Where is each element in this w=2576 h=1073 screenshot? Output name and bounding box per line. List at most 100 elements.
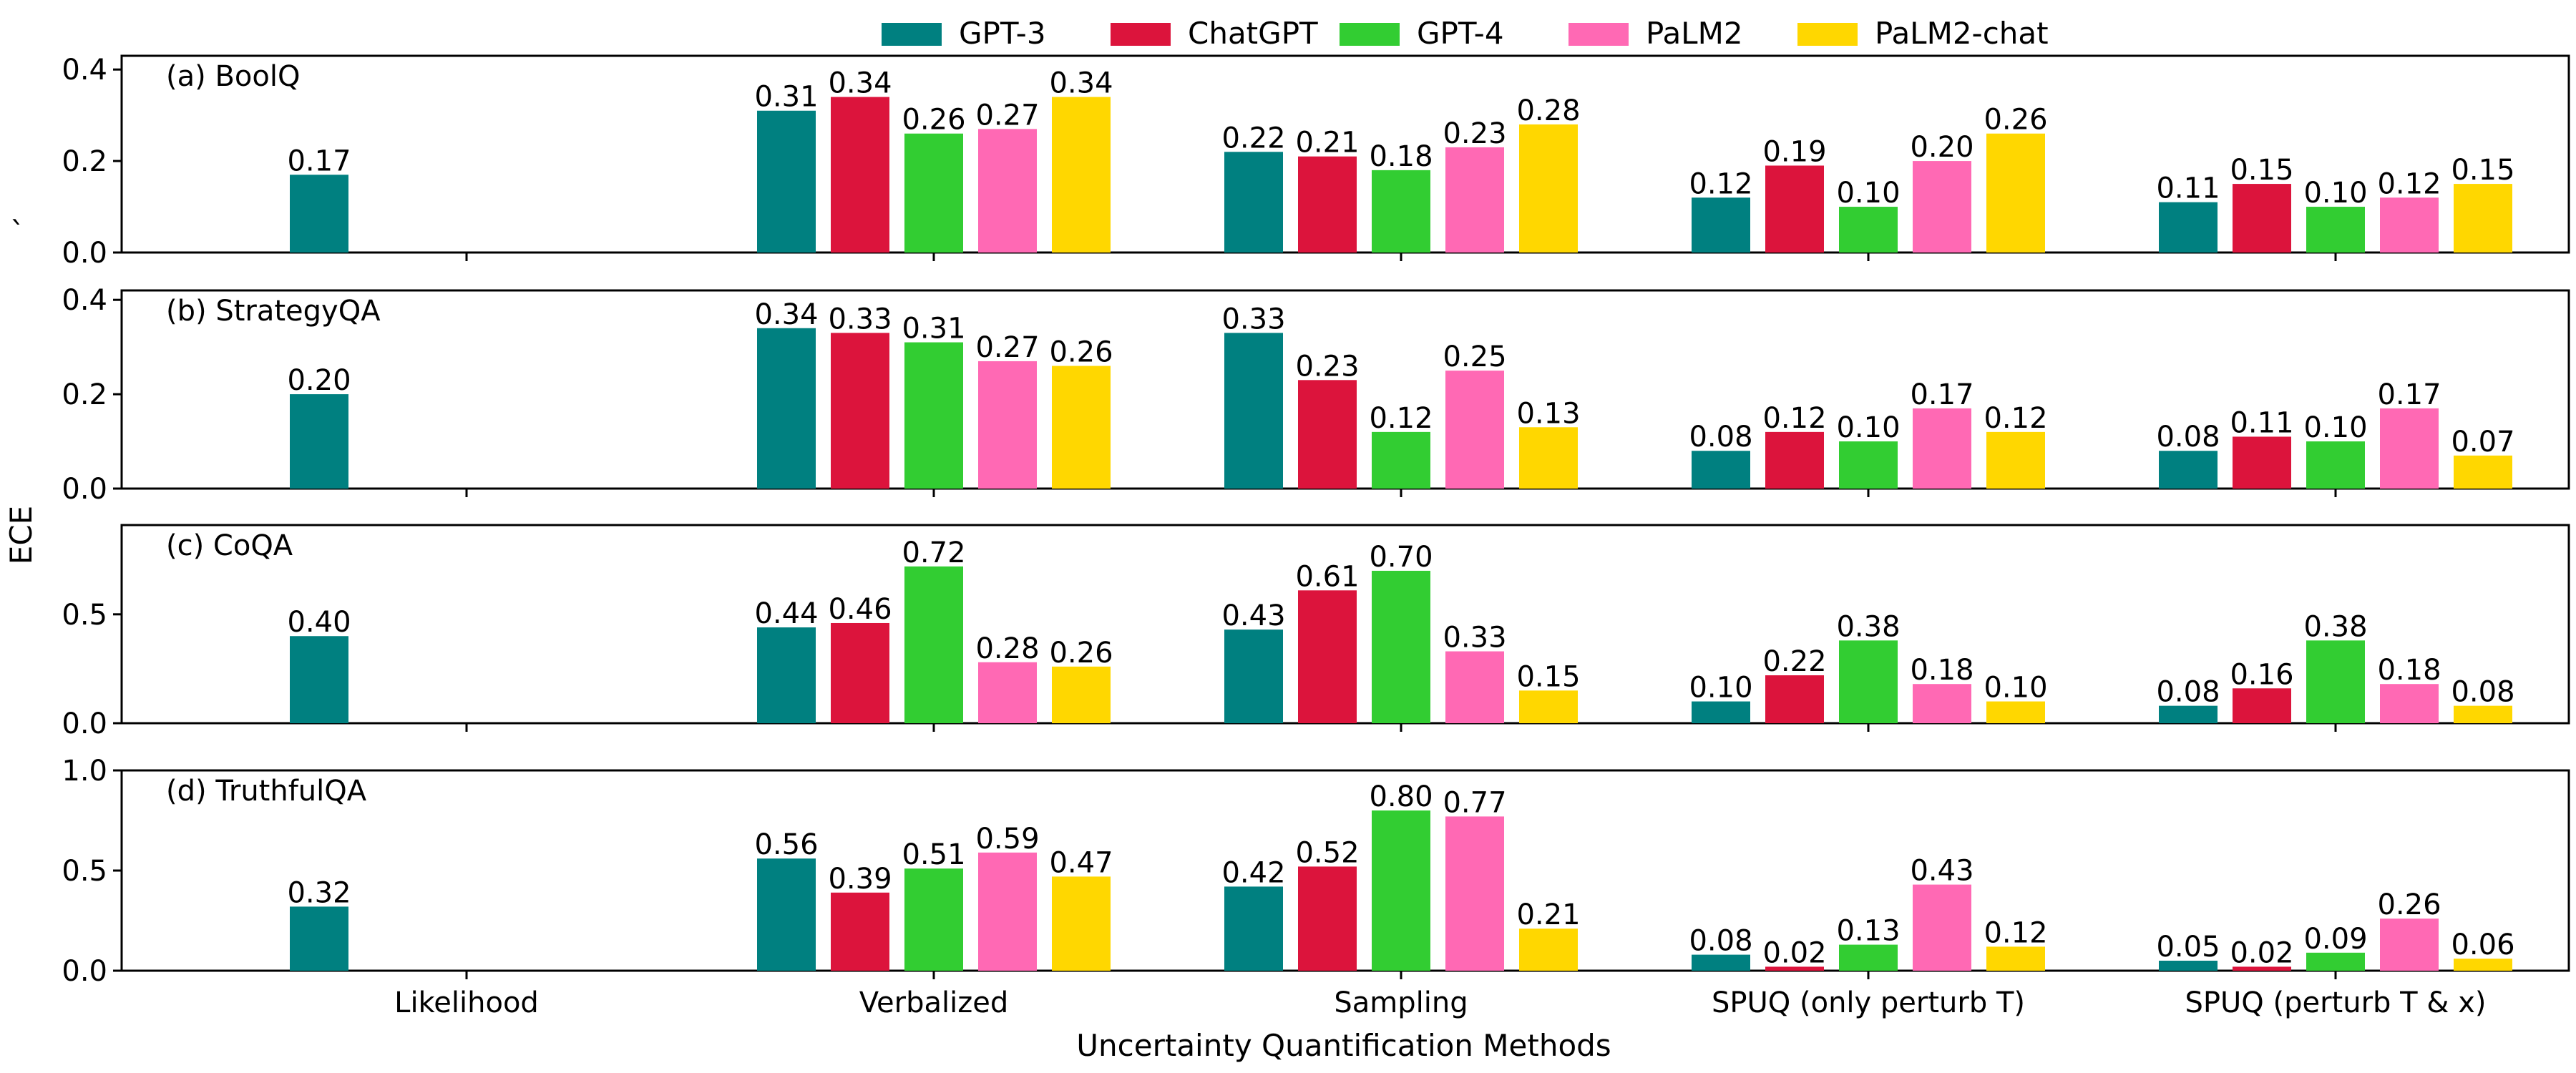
bar-palm2-sampling xyxy=(1445,371,1504,489)
bar-gpt-3-verbalized xyxy=(757,110,816,253)
data-label: 0.20 xyxy=(1910,131,1974,164)
data-label: 0.18 xyxy=(2377,654,2441,687)
y-axis-title: ECE xyxy=(4,506,39,564)
data-label: 0.42 xyxy=(1221,856,1285,889)
bar-gpt-4-sampling xyxy=(1372,170,1430,253)
bar-gpt-3-verbalized xyxy=(757,858,816,971)
bar-chatgpt-verbalized xyxy=(831,333,889,489)
y-tick-label: 0.2 xyxy=(62,145,107,178)
x-tick-label-likelihood: Likelihood xyxy=(394,986,539,1019)
data-label: 0.17 xyxy=(2377,378,2441,411)
data-label: 0.38 xyxy=(2303,610,2367,643)
bar-gpt-4-sampling xyxy=(1372,810,1430,971)
data-label: 0.23 xyxy=(1295,350,1359,383)
legend-label-chatgpt: ChatGPT xyxy=(1188,16,1318,51)
bar-palm2-chat-verbalized xyxy=(1052,366,1111,489)
data-label: 0.17 xyxy=(1910,378,1974,411)
bar-gpt-4-spuq-only-perturb-t xyxy=(1839,944,1898,971)
y-tick-label: 0.0 xyxy=(62,955,107,988)
data-label: 0.72 xyxy=(902,536,965,569)
data-label: 0.80 xyxy=(1369,780,1433,813)
bar-palm2-chat-sampling xyxy=(1519,427,1578,489)
bar-gpt-3-spuq-only-perturb-t xyxy=(1692,701,1750,723)
bar-gpt-4-sampling xyxy=(1372,570,1430,723)
data-label: 0.39 xyxy=(828,863,892,896)
data-label: 0.10 xyxy=(2303,177,2367,210)
bar-palm2-chat-spuq-only-perturb-t xyxy=(1986,701,2045,723)
bar-palm2-spuq-perturb-t-x xyxy=(2380,408,2439,489)
data-label: 0.22 xyxy=(1221,122,1285,155)
data-label: 0.21 xyxy=(1295,127,1359,160)
bar-chatgpt-sampling xyxy=(1298,380,1357,489)
x-axis-title: Uncertainty Quantification Methods xyxy=(1076,1028,1611,1063)
data-label: 0.28 xyxy=(975,632,1039,665)
bar-palm2-chat-sampling xyxy=(1519,690,1578,723)
bar-gpt-4-spuq-perturb-t-x xyxy=(2306,441,2365,489)
data-label: 0.31 xyxy=(754,81,818,114)
bar-palm2-spuq-perturb-t-x xyxy=(2380,197,2439,253)
bar-palm2-chat-sampling xyxy=(1519,929,1578,971)
data-label: 0.08 xyxy=(2451,676,2514,709)
legend-swatch-palm2-chat xyxy=(1797,23,1858,46)
data-label: 0.08 xyxy=(1689,925,1752,958)
data-label: 0.07 xyxy=(2451,426,2514,459)
data-label: 0.10 xyxy=(2303,411,2367,444)
data-label: 0.61 xyxy=(1295,560,1359,593)
panel-title: (a) BoolQ xyxy=(166,60,300,93)
bar-palm2-chat-spuq-perturb-t-x xyxy=(2454,455,2512,489)
y-tick-label: 0.5 xyxy=(62,855,107,888)
bar-chatgpt-verbalized xyxy=(831,97,889,253)
bar-palm2-verbalized xyxy=(978,852,1037,971)
bar-gpt-3-spuq-only-perturb-t xyxy=(1692,451,1750,489)
panel-a-boolq: 0.0 0.2 0.4 (a) BoolQ 0.17 0.31 0.34 0.26 0.27 0.… xyxy=(62,54,2570,270)
bar-gpt-3-sampling xyxy=(1224,886,1283,971)
bar-chatgpt-spuq-perturb-t-x xyxy=(2233,688,2291,723)
data-label: 0.26 xyxy=(2377,888,2441,921)
legend: GPT-3 ChatGPT GPT-4 PaLM2 PaLM2-chat xyxy=(882,16,2049,51)
panel-c-coqa: 0.0 0.5 (c) CoQA 0.40 0.44 0.46 0.72 0.28 0.26 0.… xyxy=(62,524,2570,740)
panel-d-truthfulqa: 0.0 0.5 1.0 (d) TruthfulQA 0.32 0.56 0.39 0.51 0… xyxy=(62,755,2570,988)
bar-chatgpt-spuq-only-perturb-t xyxy=(1765,165,1824,253)
bar-gpt-3-verbalized xyxy=(757,627,816,723)
bar-gpt-3-spuq-perturb-t-x xyxy=(2159,961,2218,971)
bar-chatgpt-verbalized xyxy=(831,892,889,971)
data-label: 0.09 xyxy=(2303,923,2367,956)
legend-swatch-palm2 xyxy=(1568,23,1629,46)
bar-chatgpt-sampling xyxy=(1298,866,1357,971)
bar-gpt-4-spuq-only-perturb-t xyxy=(1839,441,1898,489)
bar-gpt-3-sampling xyxy=(1224,629,1283,723)
bar-gpt-4-spuq-perturb-t-x xyxy=(2306,207,2365,253)
bar-palm2-verbalized xyxy=(978,361,1037,489)
x-tick-label-spuq-only-perturb-t: SPUQ (only perturb T) xyxy=(1712,986,2025,1019)
panel-title: (c) CoQA xyxy=(166,529,293,562)
data-label: 0.13 xyxy=(1516,397,1580,430)
bar-palm2-chat-spuq-perturb-t-x xyxy=(2454,705,2512,723)
bar-gpt-4-verbalized xyxy=(904,342,963,489)
data-label: 0.15 xyxy=(2230,154,2293,187)
bar-palm2-sampling xyxy=(1445,147,1504,253)
bar-chatgpt-sampling xyxy=(1298,590,1357,723)
data-label: 0.18 xyxy=(1369,140,1433,173)
bar-gpt-3-spuq-perturb-t-x xyxy=(2159,451,2218,489)
data-label: 0.12 xyxy=(1762,402,1826,435)
data-label: 0.20 xyxy=(287,364,351,397)
x-tick-label-verbalized: Verbalized xyxy=(859,986,1008,1019)
y-tick-label: 0.0 xyxy=(62,473,107,506)
bar-gpt-3-likelihood xyxy=(290,394,348,489)
data-label: 0.10 xyxy=(1984,672,2047,705)
y-tick-label: 0.0 xyxy=(62,237,107,270)
data-label: 0.19 xyxy=(1762,135,1826,168)
data-label: 0.17 xyxy=(287,144,351,177)
data-label: 0.33 xyxy=(1443,622,1506,655)
bar-gpt-4-verbalized xyxy=(904,868,963,971)
bar-gpt-4-spuq-perturb-t-x xyxy=(2306,952,2365,971)
bar-palm2-chat-verbalized xyxy=(1052,666,1111,723)
data-label: 0.77 xyxy=(1443,786,1506,819)
data-label: 0.12 xyxy=(1984,402,2047,435)
data-label: 0.10 xyxy=(1689,672,1752,705)
bar-gpt-3-likelihood xyxy=(290,906,348,971)
data-label: 0.34 xyxy=(754,298,818,331)
bar-gpt-3-spuq-only-perturb-t xyxy=(1692,954,1750,971)
data-label: 0.33 xyxy=(828,303,892,335)
